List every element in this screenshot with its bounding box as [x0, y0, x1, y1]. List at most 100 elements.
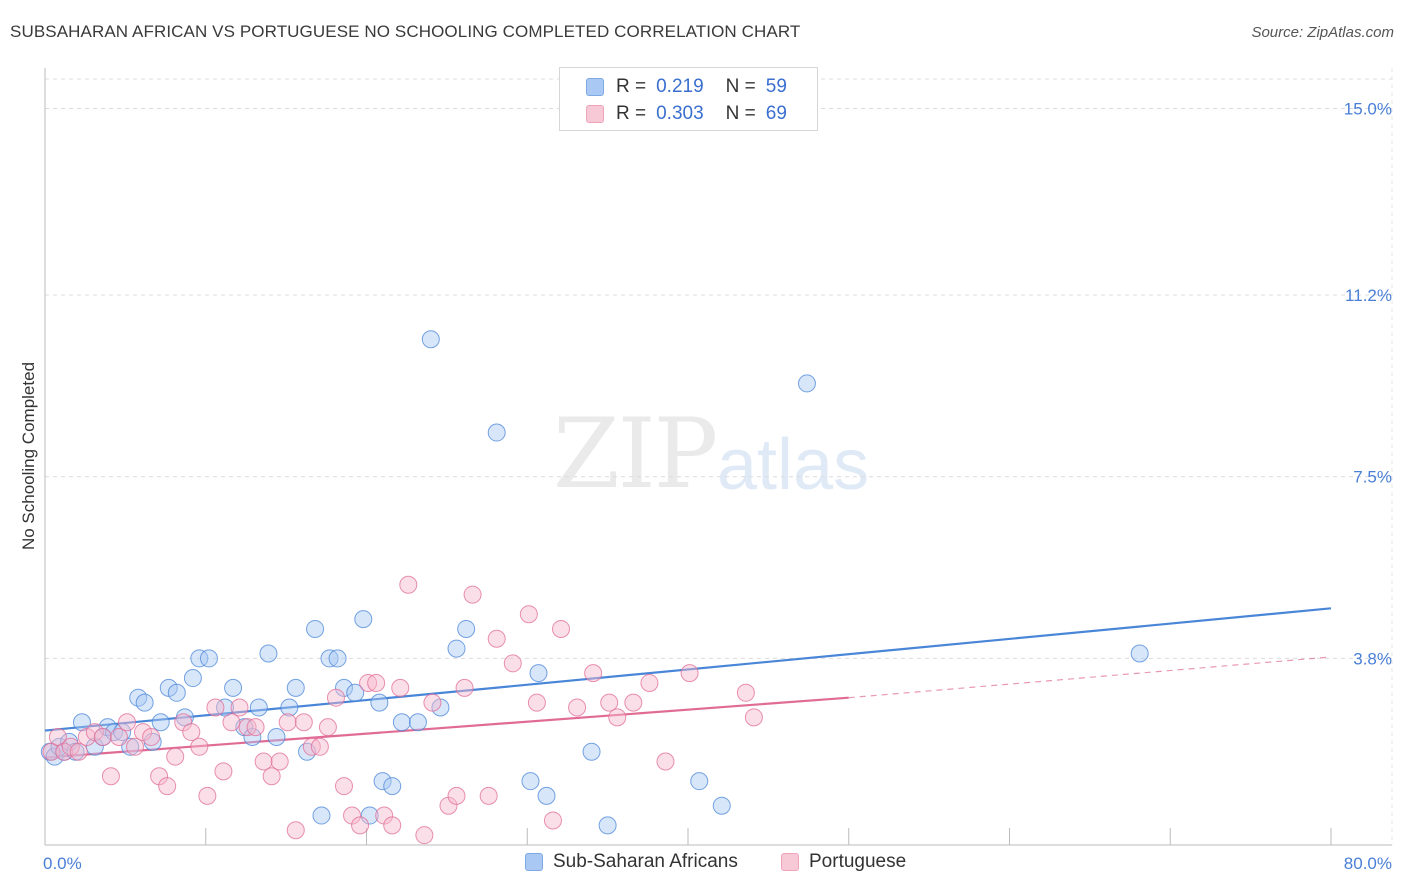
point-portuguese — [190, 737, 209, 756]
point-portuguese — [101, 767, 120, 786]
point-subsaharan — [135, 693, 154, 712]
legend-r-label: R = — [616, 76, 647, 97]
point-portuguese — [182, 723, 201, 742]
point-subsaharan — [113, 723, 132, 742]
point-subsaharan — [408, 713, 427, 732]
point-subsaharan — [383, 777, 402, 796]
point-subsaharan — [373, 772, 392, 791]
point-subsaharan — [45, 747, 64, 766]
legend-swatch-subsaharan — [586, 78, 604, 96]
point-portuguese — [326, 688, 345, 707]
point-portuguese — [463, 585, 482, 604]
x-tick-label: 0.0% — [43, 854, 82, 873]
point-portuguese — [608, 708, 627, 727]
point-portuguese — [543, 811, 562, 830]
point-subsaharan — [797, 374, 816, 393]
legend-n-value: 59 — [765, 76, 787, 97]
point-subsaharan — [521, 772, 540, 791]
bottom-legend-label-subsaharan: Sub-Saharan Africans — [553, 851, 738, 872]
legend: R = 0.219 N = 59 R = 0.303 N = 69 — [559, 67, 818, 131]
point-subsaharan — [280, 698, 299, 717]
y-tick-label: 7.5% — [1353, 468, 1392, 487]
point-portuguese — [503, 654, 522, 673]
point-portuguese — [415, 826, 434, 845]
point-subsaharan — [306, 619, 325, 638]
bottom-legend-label-portuguese: Portuguese — [809, 851, 907, 872]
point-portuguese — [624, 693, 643, 712]
point-portuguese — [552, 619, 571, 638]
point-portuguese — [744, 708, 763, 727]
point-portuguese — [109, 727, 128, 746]
point-portuguese — [222, 713, 241, 732]
point-portuguese — [423, 693, 442, 712]
point-portuguese — [391, 678, 410, 697]
point-portuguese — [487, 629, 506, 648]
point-portuguese — [230, 698, 249, 717]
point-portuguese — [126, 737, 145, 756]
legend-swatch-portuguese — [586, 105, 604, 123]
point-subsaharan — [224, 678, 243, 697]
data-points — [40, 330, 1149, 845]
point-subsaharan — [286, 678, 305, 697]
point-portuguese — [142, 727, 161, 746]
point-subsaharan — [328, 649, 347, 668]
point-portuguese — [294, 713, 313, 732]
legend-r-value: 0.303 — [656, 103, 704, 124]
point-portuguese — [286, 821, 305, 840]
point-portuguese — [334, 777, 353, 796]
point-subsaharan — [354, 610, 373, 629]
point-subsaharan — [346, 683, 365, 702]
point-portuguese — [584, 664, 603, 683]
bottom-legend-swatch-subsaharan — [525, 853, 543, 871]
point-subsaharan — [360, 806, 379, 825]
point-subsaharan — [199, 649, 218, 668]
point-portuguese — [117, 713, 136, 732]
point-subsaharan — [598, 816, 617, 835]
legend-row-subsaharan: R = 0.219 N = 59 — [586, 75, 787, 99]
point-portuguese — [680, 664, 699, 683]
point-portuguese — [527, 693, 546, 712]
point-portuguese — [640, 673, 659, 692]
point-portuguese — [519, 605, 538, 624]
trend-lines — [44, 607, 1332, 759]
y-tick-label: 15.0% — [1344, 99, 1392, 118]
point-portuguese — [568, 698, 587, 717]
point-portuguese — [455, 678, 474, 697]
point-subsaharan — [582, 742, 601, 761]
y-axis-label: No Schooling Completed — [19, 362, 38, 550]
point-subsaharan — [447, 639, 466, 658]
point-portuguese — [93, 727, 112, 746]
legend-n-label: N = — [725, 103, 756, 124]
watermark-zip: ZIP — [553, 398, 718, 510]
point-portuguese — [447, 786, 466, 805]
legend-n-value: 69 — [765, 103, 787, 124]
point-subsaharan — [183, 669, 202, 688]
legend-row-portuguese: R = 0.303 N = 69 — [586, 102, 787, 126]
point-portuguese — [656, 752, 675, 771]
point-portuguese — [383, 816, 402, 835]
trend-line-portuguese — [44, 696, 849, 759]
point-portuguese — [262, 767, 281, 786]
bottom-legend-subsaharan: Sub-Saharan Africans — [525, 851, 738, 873]
point-subsaharan — [537, 786, 556, 805]
point-portuguese — [206, 698, 225, 717]
point-subsaharan — [259, 644, 278, 663]
point-subsaharan — [690, 772, 709, 791]
legend-n-label: N = — [725, 76, 756, 97]
point-subsaharan — [243, 727, 262, 746]
legend-r-label: R = — [616, 103, 647, 124]
point-subsaharan — [370, 693, 389, 712]
point-subsaharan — [1130, 644, 1149, 663]
y-tick-label: 3.8% — [1353, 649, 1392, 668]
point-portuguese — [600, 693, 619, 712]
trend-extension-portuguese — [848, 656, 1332, 699]
point-subsaharan — [72, 713, 91, 732]
point-portuguese — [69, 742, 88, 761]
source-credit: Source: ZipAtlas.com — [1251, 24, 1394, 41]
bottom-legend-portuguese: Portuguese — [781, 851, 906, 873]
point-portuguese — [270, 752, 289, 771]
bottom-legend-swatch-portuguese — [781, 853, 799, 871]
point-subsaharan — [167, 683, 186, 702]
point-portuguese — [166, 747, 185, 766]
